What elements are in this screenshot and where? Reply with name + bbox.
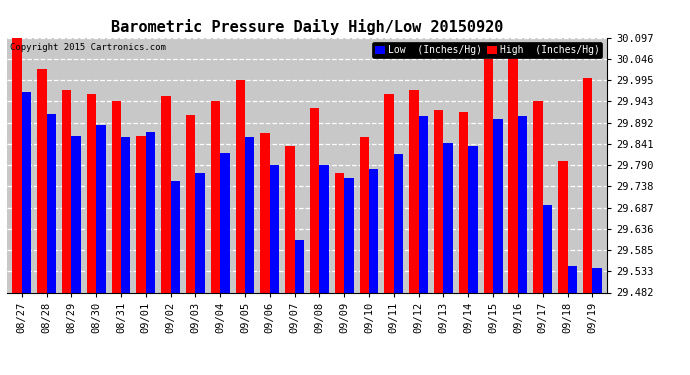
Bar [87, 94, 96, 292]
Bar [285, 146, 295, 292]
Bar [369, 169, 379, 292]
Bar [161, 96, 170, 292]
Bar [170, 182, 180, 292]
Bar [518, 116, 527, 292]
Bar [220, 153, 230, 292]
Bar [186, 115, 195, 292]
Bar [260, 133, 270, 292]
Bar [493, 119, 502, 292]
Bar [47, 114, 56, 292]
Bar [137, 136, 146, 292]
Bar [558, 160, 567, 292]
Bar [543, 206, 552, 292]
Bar [146, 132, 155, 292]
Bar [444, 143, 453, 292]
Title: Barometric Pressure Daily High/Low 20150920: Barometric Pressure Daily High/Low 20150… [111, 19, 503, 35]
Bar [394, 154, 403, 292]
Text: Copyright 2015 Cartronics.com: Copyright 2015 Cartronics.com [10, 43, 166, 52]
Bar [533, 101, 543, 292]
Legend: Low  (Inches/Hg), High  (Inches/Hg): Low (Inches/Hg), High (Inches/Hg) [373, 42, 602, 58]
Bar [295, 240, 304, 292]
Bar [235, 80, 245, 292]
Bar [22, 92, 31, 292]
Bar [567, 266, 577, 292]
Bar [112, 101, 121, 292]
Bar [484, 58, 493, 292]
Bar [211, 101, 220, 292]
Bar [96, 125, 106, 292]
Bar [583, 78, 592, 292]
Bar [270, 165, 279, 292]
Bar [409, 90, 419, 292]
Bar [344, 178, 354, 292]
Bar [434, 111, 444, 292]
Bar [245, 136, 255, 292]
Bar [592, 268, 602, 292]
Bar [459, 112, 469, 292]
Bar [335, 173, 344, 292]
Bar [359, 136, 369, 292]
Bar [195, 173, 205, 292]
Bar [12, 38, 22, 292]
Bar [37, 69, 47, 292]
Bar [469, 146, 477, 292]
Bar [62, 90, 71, 292]
Bar [121, 136, 130, 292]
Bar [319, 165, 329, 292]
Bar [310, 108, 319, 292]
Bar [384, 94, 394, 292]
Bar [509, 51, 518, 292]
Bar [71, 136, 81, 292]
Bar [419, 116, 428, 292]
